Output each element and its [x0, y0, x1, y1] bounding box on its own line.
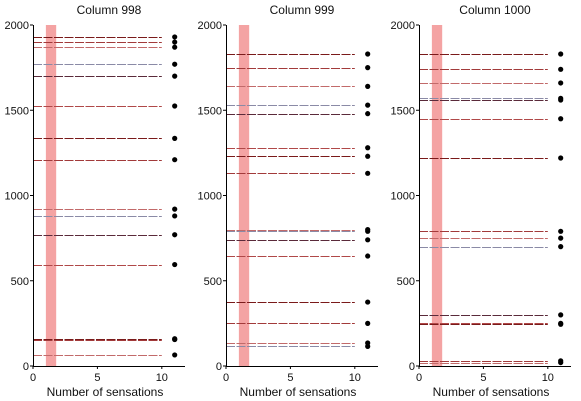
x-tick-label: 5: [94, 372, 100, 384]
x-axis-label: Number of sensations: [433, 385, 550, 399]
data-point: [365, 65, 371, 71]
data-point: [558, 359, 564, 366]
y-tick-label: 500: [397, 276, 415, 288]
x-tick-label: 10: [156, 372, 168, 384]
data-point: [172, 352, 178, 358]
data-point: [558, 51, 564, 57]
data-point: [365, 253, 371, 259]
data-point: [172, 336, 178, 343]
data-point: [558, 155, 564, 161]
data-point: [558, 228, 564, 234]
y-tick-label: 2000: [5, 20, 29, 32]
data-point: [558, 80, 564, 86]
x-tick-label: 0: [416, 372, 422, 384]
x-axis-label: Number of sensations: [240, 385, 357, 399]
x-tick-label: 0: [30, 372, 36, 384]
data-point: [365, 102, 371, 108]
x-tick-label: 5: [287, 372, 293, 384]
data-point: [172, 73, 178, 79]
y-tick-label: 0: [216, 361, 222, 373]
data-point: [365, 299, 371, 305]
data-point: [172, 232, 178, 238]
data-point: [365, 51, 371, 57]
y-tick-label: 1000: [198, 191, 222, 203]
data-point: [558, 66, 564, 72]
x-tick-label: 0: [223, 372, 229, 384]
y-tick-label: 1500: [391, 105, 415, 117]
data-point: [365, 320, 371, 326]
data-point: [365, 111, 371, 117]
y-tick-label: 1000: [5, 191, 29, 203]
y-tick-label: 1500: [198, 105, 222, 117]
data-point: [172, 103, 178, 109]
chart-title: Column 1000: [459, 3, 531, 17]
data-point: [172, 34, 178, 40]
data-point: [172, 261, 178, 268]
highlight-band: [238, 25, 250, 366]
data-point: [558, 321, 564, 327]
data-point: [365, 145, 371, 151]
y-tick-label: 500: [204, 276, 222, 288]
data-point: [172, 213, 178, 219]
x-tick-label: 10: [542, 372, 554, 384]
chart-title: Column 998: [77, 3, 142, 17]
x-tick-label: 5: [480, 372, 486, 384]
data-point: [365, 228, 371, 234]
y-tick-label: 1000: [391, 191, 415, 203]
data-point: [172, 135, 178, 141]
data-point: [558, 244, 564, 250]
y-tick-label: 2000: [198, 20, 222, 32]
data-point: [365, 170, 371, 176]
y-tick-label: 1500: [5, 105, 29, 117]
data-point: [365, 343, 371, 349]
data-point: [172, 206, 178, 212]
x-axis-label: Number of sensations: [47, 385, 164, 399]
data-point: [558, 116, 564, 122]
y-tick-label: 0: [23, 361, 29, 373]
data-point: [558, 235, 564, 241]
data-point: [172, 157, 178, 163]
data-point: [365, 237, 371, 243]
data-point: [172, 61, 178, 67]
data-point: [558, 312, 564, 318]
x-tick-label: 10: [349, 372, 361, 384]
data-point: [172, 44, 178, 50]
data-point: [558, 97, 564, 103]
data-point: [365, 83, 371, 89]
y-tick-label: 500: [11, 276, 29, 288]
y-tick-label: 0: [409, 361, 415, 373]
y-tick-label: 2000: [391, 20, 415, 32]
chart-title: Column 999: [270, 3, 335, 17]
data-point: [172, 39, 178, 45]
highlight-band: [431, 25, 443, 366]
highlight-band: [45, 25, 57, 366]
data-point: [365, 153, 371, 159]
